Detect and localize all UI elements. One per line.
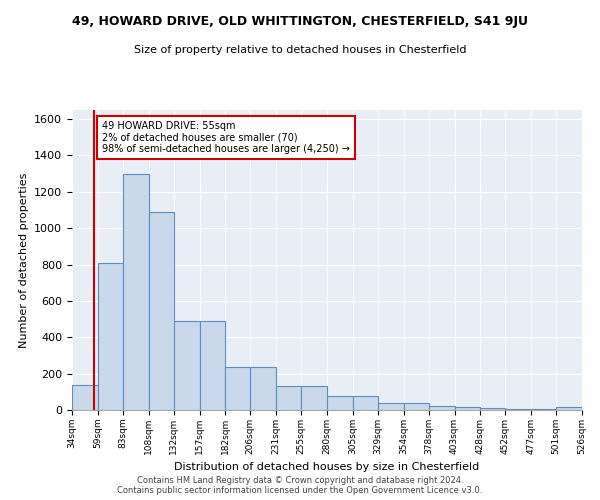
Bar (226, 368, 250, 410)
Bar (378, 402, 404, 410)
Bar (276, 386, 301, 410)
Text: Contains HM Land Registry data © Crown copyright and database right 2024.: Contains HM Land Registry data © Crown c… (137, 476, 463, 485)
Text: Size of property relative to detached houses in Chesterfield: Size of property relative to detached ho… (134, 45, 466, 55)
Bar (531, 409, 556, 410)
Bar (353, 396, 378, 410)
Bar (428, 406, 455, 410)
Bar (72, 384, 98, 410)
Bar (556, 408, 582, 410)
Y-axis label: Number of detached properties: Number of detached properties (19, 172, 29, 348)
Text: 49, HOWARD DRIVE, OLD WHITTINGTON, CHESTERFIELD, S41 9JU: 49, HOWARD DRIVE, OLD WHITTINGTON, CHEST… (72, 15, 528, 28)
Bar (173, 321, 199, 410)
Bar (505, 408, 531, 410)
Bar (455, 408, 481, 410)
Bar (149, 212, 173, 410)
Text: 49 HOWARD DRIVE: 55sqm
2% of detached houses are smaller (70)
98% of semi-detach: 49 HOWARD DRIVE: 55sqm 2% of detached ho… (102, 121, 350, 154)
Bar (404, 402, 428, 410)
Bar (199, 321, 226, 410)
Bar (301, 386, 327, 410)
Bar (481, 408, 505, 410)
Bar (98, 262, 123, 410)
Bar (327, 396, 353, 410)
Bar (123, 174, 149, 410)
Text: Contains public sector information licensed under the Open Government Licence v3: Contains public sector information licen… (118, 486, 482, 495)
Bar (250, 368, 276, 410)
X-axis label: Distribution of detached houses by size in Chesterfield: Distribution of detached houses by size … (175, 462, 479, 472)
